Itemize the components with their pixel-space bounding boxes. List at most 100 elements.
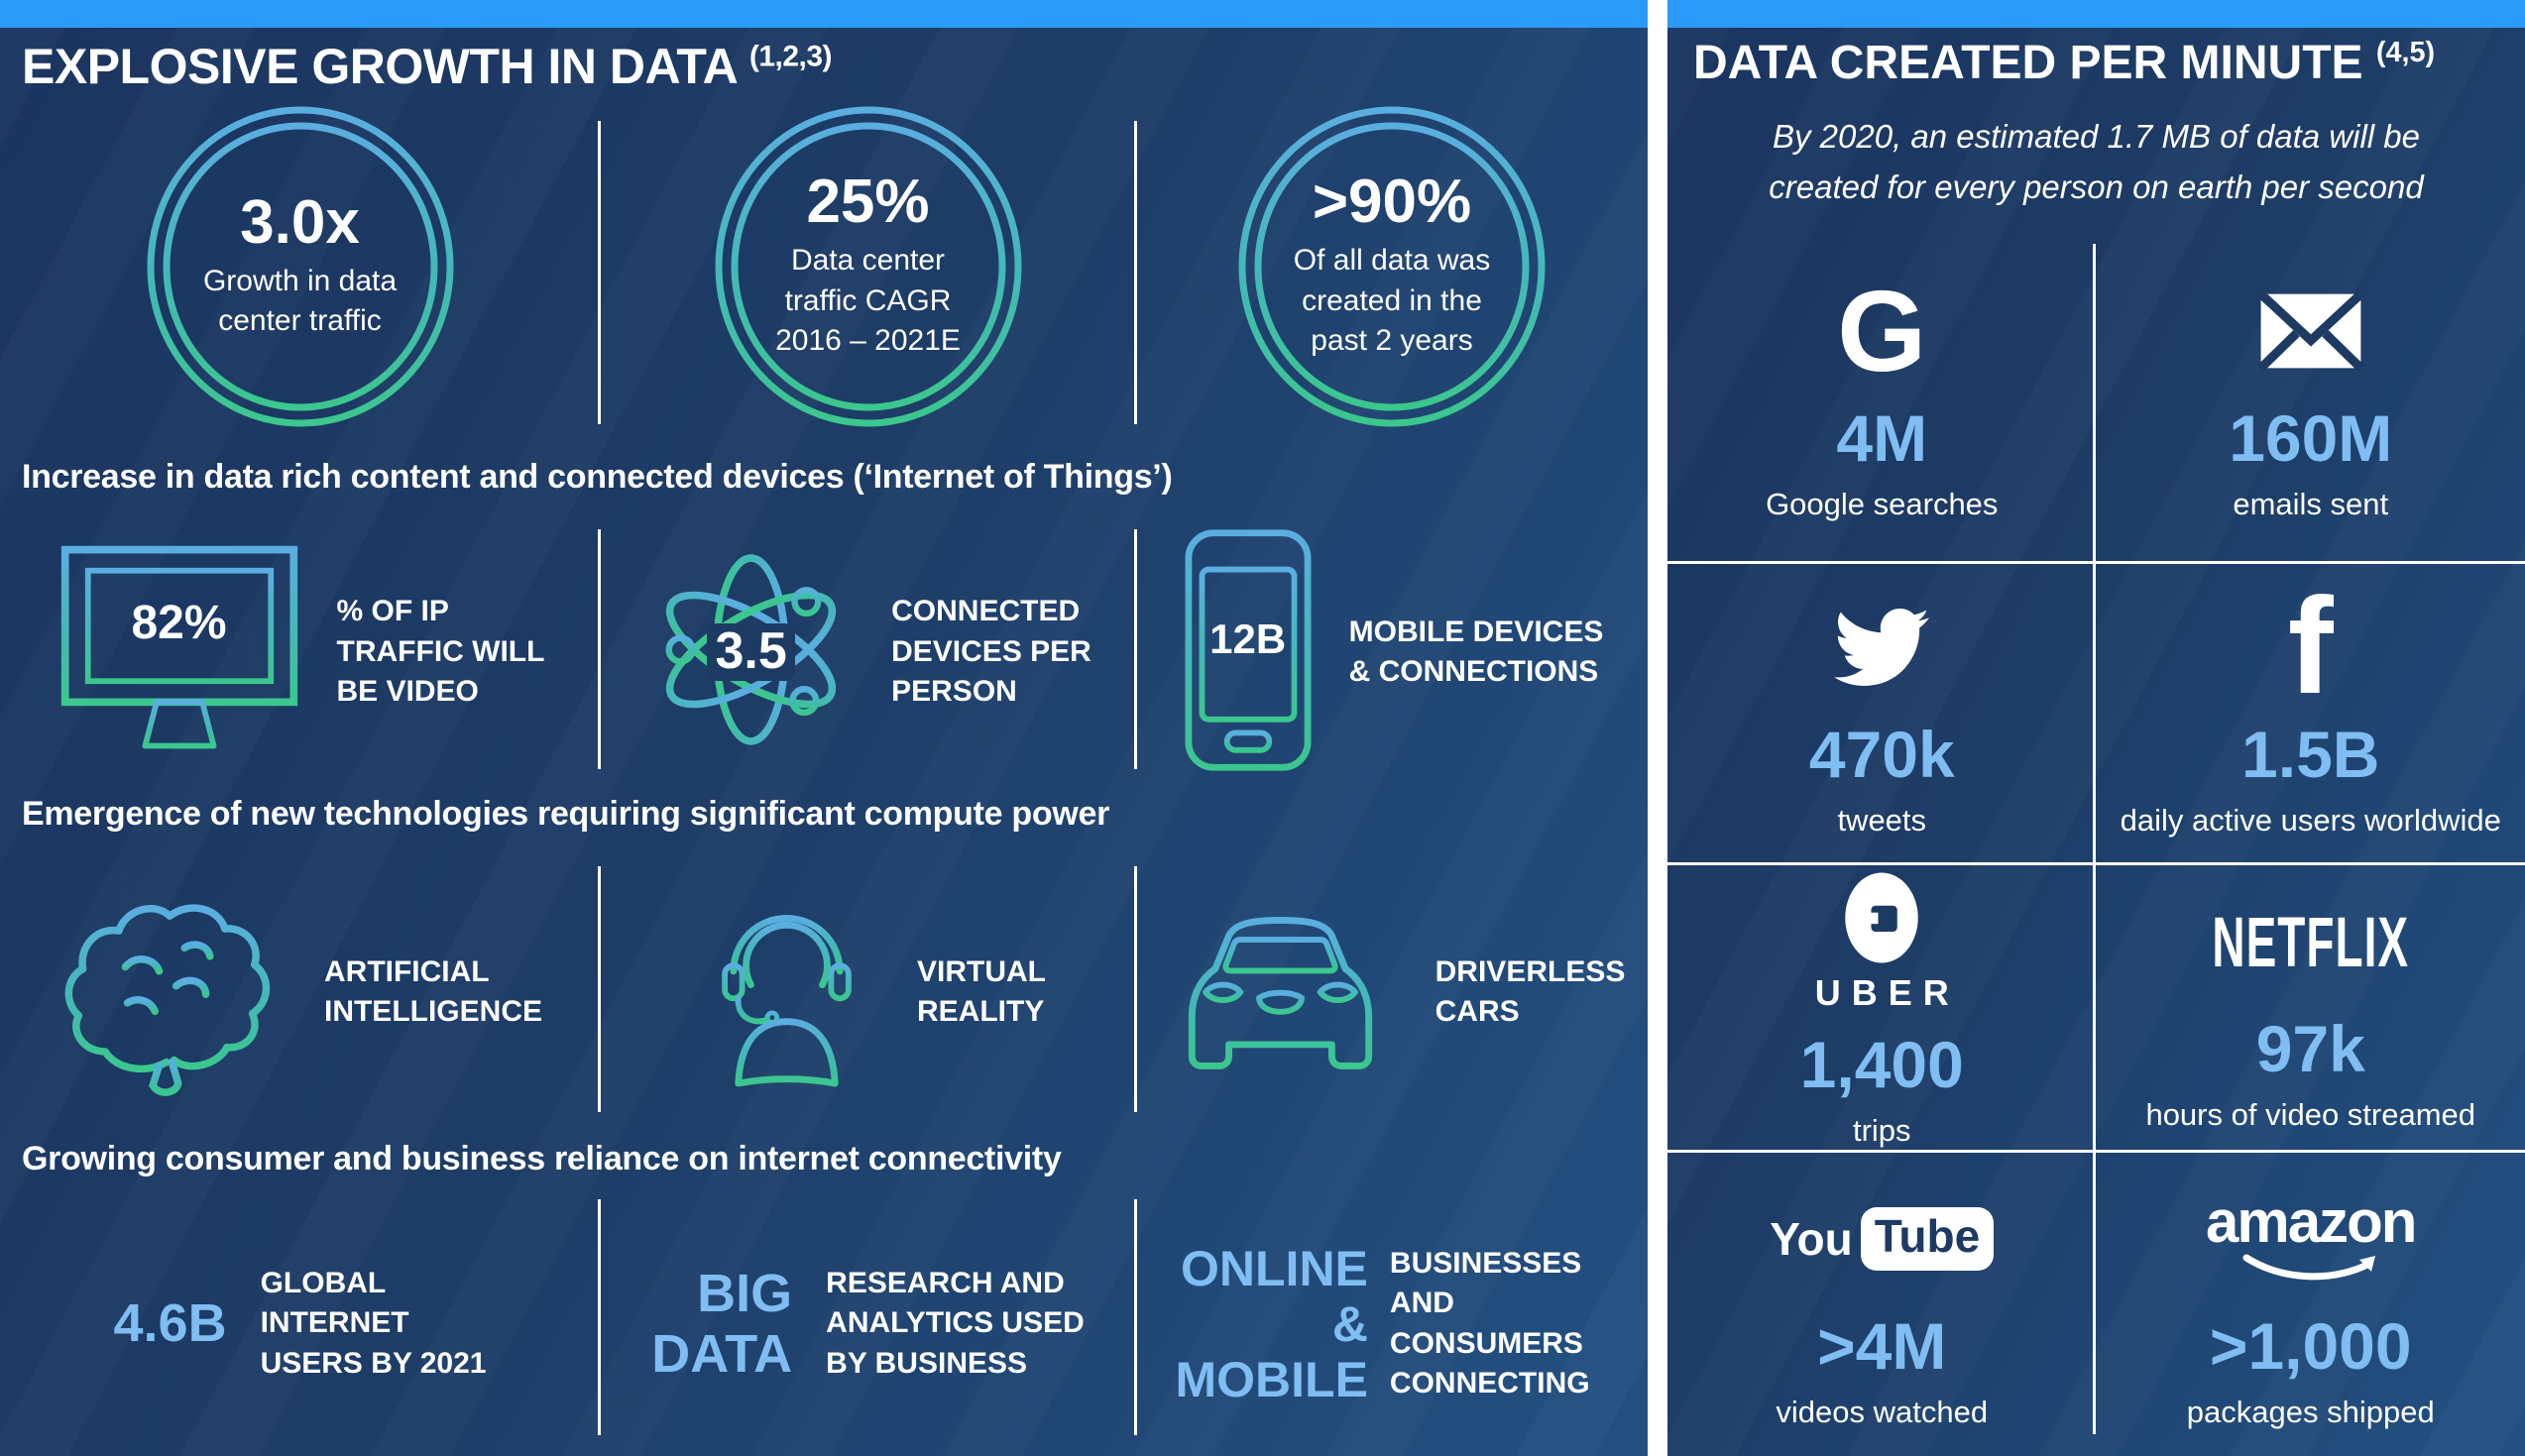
right-panel-title: DATA CREATED PER MINUTE (4,5) bbox=[1693, 36, 2435, 90]
stat-circles-row: 3.0x Growth in data center traffic 25% D… bbox=[0, 95, 1648, 438]
stat-label: MOBILE DEVICES & CONNECTIONS bbox=[1348, 615, 1604, 689]
stat-value: 4M bbox=[1836, 401, 1928, 475]
left-panel-title: EXPLOSIVE GROWTH IN DATA (1,2,3) bbox=[22, 38, 833, 95]
uber-logo: UBER bbox=[1804, 867, 1960, 1016]
stat-cell-facebook: f 1.5B daily active users worldwide bbox=[2097, 561, 2525, 862]
stat-value: >1,000 bbox=[2209, 1308, 2412, 1383]
stat-label: packages shipped bbox=[2186, 1394, 2435, 1429]
column-divider bbox=[598, 866, 601, 1112]
stat-label: RESEARCH AND ANALYTICS USED BY BUSINESS bbox=[826, 1266, 1085, 1380]
amazon-logo: amazon bbox=[2206, 1180, 2417, 1297]
tech-row: ARTIFICIAL INTELLIGENCE VIRTUAL REALITY bbox=[0, 848, 1648, 1136]
stat-label: daily active users worldwide bbox=[2120, 803, 2501, 838]
amazon-wordmark: amazon bbox=[2206, 1188, 2417, 1255]
row-divider bbox=[1667, 862, 2525, 865]
tech-item-vr: VIRTUAL REALITY bbox=[600, 848, 1136, 1136]
double-ring-icon bbox=[715, 106, 1021, 427]
iot-stats-row: 82% % OF IP TRAFFIC WILL BE VIDEO 3.5 bbox=[0, 511, 1648, 793]
double-ring-icon bbox=[1238, 106, 1546, 427]
left-panel: EXPLOSIVE GROWTH IN DATA (1,2,3) 3.0x Gr… bbox=[0, 0, 1648, 1456]
column-divider bbox=[1134, 1199, 1137, 1435]
reliance-item-big-data: BIG DATA RESEARCH AND ANALYTICS USED BY … bbox=[600, 1191, 1136, 1456]
stat-cell-twitter: 470k tweets bbox=[1667, 561, 2097, 862]
row-divider bbox=[1667, 1150, 2525, 1153]
stat-value: 470k bbox=[1808, 718, 1955, 791]
stat-value: 1,400 bbox=[1799, 1028, 1964, 1101]
stat-value: 25% bbox=[806, 168, 930, 237]
stat-value: 3.5 bbox=[707, 623, 795, 681]
stat-cell-youtube: You Tube >4M videos watched bbox=[1667, 1150, 2097, 1456]
stat-circle-cagr: 25% Data center traffic CAGR 2016 – 2021… bbox=[710, 101, 1027, 432]
column-divider bbox=[2093, 244, 2096, 1434]
stat-label: tweets bbox=[1837, 803, 1927, 838]
stat-item-connected-devices: 3.5 CONNECTED DEVICES PER PERSON bbox=[600, 511, 1136, 793]
stat-circle-growth: 3.0x Growth in data center traffic bbox=[142, 101, 459, 432]
big-stat-value: 4.6B bbox=[113, 1293, 227, 1354]
stat-value-wrap: 3.5 bbox=[644, 543, 858, 761]
stat-cell-netflix: NETFLIX 97k hours of video streamed bbox=[2097, 862, 2525, 1150]
stat-cell-uber: UBER 1,400 trips bbox=[1667, 862, 2097, 1150]
stat-value: 12B bbox=[1209, 616, 1287, 662]
google-g-glyph: G bbox=[1837, 267, 1927, 395]
stat-label: videos watched bbox=[1776, 1394, 1989, 1429]
stat-label: hours of video streamed bbox=[2145, 1097, 2476, 1132]
stat-value: 1.5B bbox=[2241, 718, 2380, 791]
brain-icon bbox=[57, 884, 290, 1101]
tech-label: VIRTUAL REALITY bbox=[917, 954, 1046, 1029]
stat-circle-content: 25% Data center traffic CAGR 2016 – 2021… bbox=[710, 101, 1027, 432]
facebook-f-glyph: f bbox=[2287, 570, 2334, 724]
stat-label: Data center traffic CAGR 2016 – 2021E bbox=[775, 244, 961, 358]
stat-cell-amazon: amazon >1,000 packages shipped bbox=[2097, 1150, 2525, 1456]
left-panel-title-text: EXPLOSIVE GROWTH IN DATA bbox=[22, 39, 737, 94]
uber-icon bbox=[1845, 872, 1918, 963]
stat-circle-cell: 25% Data center traffic CAGR 2016 – 2021… bbox=[600, 95, 1136, 438]
row-divider bbox=[1667, 561, 2525, 564]
stat-circle-recent-data: >90% Of all data was created in the past… bbox=[1233, 101, 1550, 432]
reliance-item-online-mobile: ONLINE & MOBILE BUSINESSES AND CONSUMERS… bbox=[1136, 1191, 1648, 1456]
stat-circle-cell: >90% Of all data was created in the past… bbox=[1136, 95, 1648, 438]
column-divider bbox=[1134, 866, 1137, 1112]
stat-value: 82% bbox=[131, 597, 227, 649]
stat-value: 3.0x bbox=[240, 187, 360, 257]
right-panel-subtitle: By 2020, an estimated 1.7 MB of data wil… bbox=[1769, 118, 2424, 206]
stat-value: 160M bbox=[2229, 401, 2393, 475]
right-panel-top-bar bbox=[1667, 0, 2525, 28]
big-stat-value: BIG DATA bbox=[651, 1264, 793, 1384]
stat-label: CONNECTED DEVICES PER PERSON bbox=[891, 595, 1091, 709]
column-divider bbox=[1134, 121, 1137, 424]
tech-label: ARTIFICIAL INTELLIGENCE bbox=[323, 954, 542, 1029]
stat-label: BUSINESSES AND CONSUMERS CONNECTING bbox=[1389, 1246, 1590, 1400]
right-panel: DATA CREATED PER MINUTE (4,5) By 2020, a… bbox=[1667, 0, 2525, 1456]
youtube-tube-text: Tube bbox=[1874, 1209, 1981, 1262]
section-header-iot: Increase in data rich content and connec… bbox=[22, 458, 1173, 496]
email-icon bbox=[2257, 273, 2364, 390]
column-divider bbox=[598, 1199, 601, 1435]
youtube-you-text: You bbox=[1770, 1212, 1853, 1265]
tech-label: DRIVERLESS CARS bbox=[1435, 954, 1626, 1029]
section-header-new-tech: Emergence of new technologies requiring … bbox=[22, 795, 1110, 833]
monitor-icon: 82% bbox=[56, 540, 303, 764]
reliance-row: 4.6B GLOBAL INTERNET USERS BY 2021 BIG D… bbox=[0, 1191, 1648, 1456]
right-panel-title-footnote: (4,5) bbox=[2375, 37, 2436, 68]
stat-value: 97k bbox=[2255, 1012, 2365, 1085]
right-panel-title-text: DATA CREATED PER MINUTE bbox=[1693, 37, 2363, 89]
stat-cell-email: 160M emails sent bbox=[2097, 230, 2525, 561]
stat-item-mobile-devices: 12B MOBILE DEVICES & CONNECTIONS bbox=[1136, 511, 1648, 793]
stat-label: Google searches bbox=[1766, 487, 1999, 521]
smartphone-icon: 12B bbox=[1181, 525, 1316, 780]
facebook-icon: f bbox=[2287, 570, 2334, 724]
stat-cell-google: G 4M Google searches bbox=[1667, 230, 2097, 561]
vr-headset-icon bbox=[690, 888, 883, 1096]
stat-circle-cell: 3.0x Growth in data center traffic bbox=[0, 95, 600, 438]
google-icon: G bbox=[1837, 273, 1926, 390]
amazon-smile-icon bbox=[2242, 1254, 2375, 1281]
column-divider bbox=[598, 529, 601, 769]
double-ring-icon bbox=[147, 106, 453, 427]
stat-item-video-traffic: 82% % OF IP TRAFFIC WILL BE VIDEO bbox=[0, 511, 600, 793]
section-header-reliance: Growing consumer and business reliance o… bbox=[22, 1140, 1062, 1177]
column-divider bbox=[598, 121, 601, 424]
netflix-wordmark: NETFLIX bbox=[2212, 901, 2410, 982]
youtube-tube-box: Tube bbox=[1860, 1206, 1995, 1271]
stat-label: % OF IP TRAFFIC WILL BE VIDEO bbox=[336, 595, 545, 709]
